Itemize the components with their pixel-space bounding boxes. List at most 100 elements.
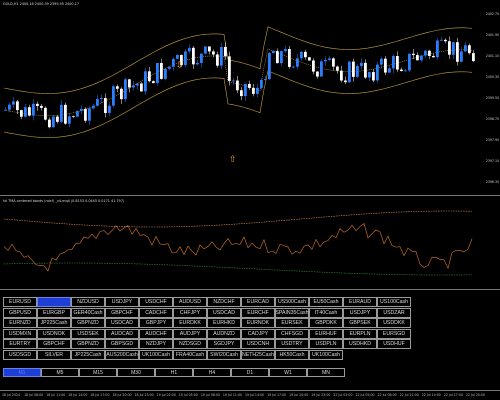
symbol-button[interactable]: AUDCHF xyxy=(139,328,173,339)
symbol-button[interactable]: GBPJPY xyxy=(139,318,173,328)
symbol-button[interactable]: US100Cash xyxy=(377,297,411,307)
symbol-button[interactable]: CADCHF xyxy=(139,307,173,318)
symbol-button[interactable]: EURUSD xyxy=(3,297,37,307)
symbol-button[interactable]: GBPUSD xyxy=(3,307,37,318)
candle-body xyxy=(420,55,423,61)
symbol-button[interactable]: USDSGD xyxy=(3,349,37,360)
candle-body xyxy=(216,54,219,66)
symbol-button[interactable]: GER40Cash xyxy=(71,307,105,318)
price-scale[interactable]: 2402.70 2401.90 2401.10 2400.30 2399.50 2398.… xyxy=(486,0,500,196)
symbol-button[interactable]: CHFSGD xyxy=(275,328,309,339)
symbol-button[interactable]: GBPDKK xyxy=(309,318,343,328)
symbol-button[interactable]: NZDJPY xyxy=(139,339,173,349)
symbol-button[interactable]: EURSEK xyxy=(275,318,309,328)
symbol-button[interactable]: JP225Cash xyxy=(37,318,71,328)
timeframe-button[interactable]: M15 xyxy=(79,368,117,377)
timeframe-button[interactable]: W1 xyxy=(269,368,307,377)
symbol-button[interactable]: EU50Cash xyxy=(309,297,343,307)
timeframe-button[interactable]: H4 xyxy=(193,368,231,377)
symbol-button[interactable]: EURSGD xyxy=(377,328,411,339)
symbol-button[interactable]: NZDCHF xyxy=(207,297,241,307)
symbol-button[interactable]: USDZAR xyxy=(377,307,411,318)
time-axis-label: 19 Jul 05:00 xyxy=(178,393,198,397)
symbol-button[interactable]: SPAIN35Cash xyxy=(275,307,309,318)
symbol-button[interactable]: NETH25Cash xyxy=(241,349,275,360)
timeframe-button[interactable]: M5 xyxy=(41,368,79,377)
symbol-button[interactable]: GBPNZD xyxy=(71,318,105,328)
symbol-button[interactable]: AUDCAD xyxy=(105,328,139,339)
symbol-button[interactable]: USDDKK xyxy=(377,318,411,328)
symbol-button[interactable]: USDHUF xyxy=(377,339,411,349)
symbol-button[interactable]: CADJPY xyxy=(241,328,275,339)
symbol-button[interactable]: EURHUF xyxy=(309,328,343,339)
symbol-button[interactable]: USDJPY xyxy=(343,307,377,318)
symbol-button[interactable]: EURNOK xyxy=(241,318,275,328)
candle-body xyxy=(408,53,411,71)
symbol-button[interactable]: SWI20Cash xyxy=(207,349,241,360)
symbol-button[interactable]: USDPLN xyxy=(309,339,343,349)
candle-body xyxy=(44,107,47,120)
symbol-button[interactable]: EURAUD xyxy=(343,297,377,307)
symbol-button[interactable]: AUDJPY xyxy=(173,328,207,339)
timeframe-button[interactable]: H1 xyxy=(155,368,193,377)
symbol-button[interactable]: UK100Cash xyxy=(309,349,343,360)
price-chart[interactable]: ⇩ ⇧ xyxy=(0,0,500,196)
candle-body xyxy=(108,105,111,113)
symbol-button[interactable]: USDNOK xyxy=(37,328,71,339)
symbol-button[interactable]: GBPNZD xyxy=(71,339,105,349)
symbol-button[interactable]: SGDJPY xyxy=(207,339,241,349)
symbol-button[interactable]: SILVER xyxy=(37,349,71,360)
symbol-button[interactable]: EURGBP xyxy=(37,307,71,318)
timeframe-button-row: M1 M5 M15 M30 H1 H4 D1 W1 MN xyxy=(3,368,345,377)
symbol-button[interactable]: AUDNZD xyxy=(207,328,241,339)
symbol-button[interactable]: AUS200Cash xyxy=(105,349,139,360)
symbol-button[interactable]: EURCAD xyxy=(241,297,275,307)
candle-body xyxy=(308,57,311,61)
symbol-button[interactable]: EURPLN xyxy=(343,328,377,339)
symbol-button[interactable]: USDJPY xyxy=(105,297,139,307)
candle-body xyxy=(192,47,195,65)
tma-bands-indicator[interactable] xyxy=(0,197,500,290)
candle-body xyxy=(340,70,343,81)
symbol-button[interactable]: GBPCHF xyxy=(105,307,139,318)
symbol-button[interactable]: GBPSGD xyxy=(105,339,139,349)
symbol-button[interactable]: EURDKK xyxy=(173,318,207,328)
symbol-button[interactable]: HK50Cash xyxy=(275,349,309,360)
symbol-button[interactable]: JP225Cash xyxy=(71,349,105,360)
symbol-button[interactable]: USDCAD xyxy=(105,318,139,328)
symbol-button[interactable]: NZDSGD xyxy=(173,339,207,349)
symbol-button[interactable]: IT40Cash xyxy=(309,307,343,318)
symbol-button[interactable]: USDCAD xyxy=(207,307,241,318)
symbol-button[interactable]: GBPUSD xyxy=(37,297,71,307)
symbol-button[interactable]: EURTRY xyxy=(3,339,37,349)
symbol-button[interactable]: EURHKD xyxy=(207,318,241,328)
timeframe-button[interactable]: M1 xyxy=(3,368,41,377)
symbol-button[interactable]: FRA40Cash xyxy=(173,349,207,360)
symbol-button[interactable]: AUDUSD xyxy=(173,297,207,307)
symbol-button[interactable]: EURNZD xyxy=(3,318,37,328)
symbol-button[interactable]: USDCNH xyxy=(241,339,275,349)
symbol-button[interactable]: USDHKD xyxy=(343,339,377,349)
symbol-button[interactable]: CHFJPY xyxy=(173,307,207,318)
candle-body xyxy=(296,58,299,67)
candle-body xyxy=(64,104,67,124)
price-level-label: 2399.50 xyxy=(485,96,499,100)
candle-body xyxy=(240,90,243,97)
symbol-button[interactable]: GBPSEK xyxy=(343,318,377,328)
symbol-button[interactable]: UK100Cash xyxy=(139,349,173,360)
symbol-button[interactable]: USDMXN xyxy=(3,328,37,339)
candle-body xyxy=(88,108,91,121)
symbol-button[interactable]: NZDUSD xyxy=(71,297,105,307)
symbol-button[interactable]: USDSEK xyxy=(71,328,105,339)
symbol-button[interactable]: USDTRY xyxy=(275,339,309,349)
candle-body xyxy=(160,62,163,79)
timeframe-button[interactable]: D1 xyxy=(231,368,269,377)
symbol-button[interactable]: USDCHF xyxy=(139,297,173,307)
symbol-button[interactable]: EURCHF xyxy=(241,307,275,318)
timeframe-button[interactable]: M30 xyxy=(117,368,155,377)
symbol-button[interactable]: GBPCHF xyxy=(37,339,71,349)
symbol-button[interactable]: US500Cash xyxy=(275,297,309,307)
timeframe-button[interactable]: MN xyxy=(307,368,345,377)
candle-body xyxy=(80,108,83,111)
candle-body xyxy=(264,79,267,80)
